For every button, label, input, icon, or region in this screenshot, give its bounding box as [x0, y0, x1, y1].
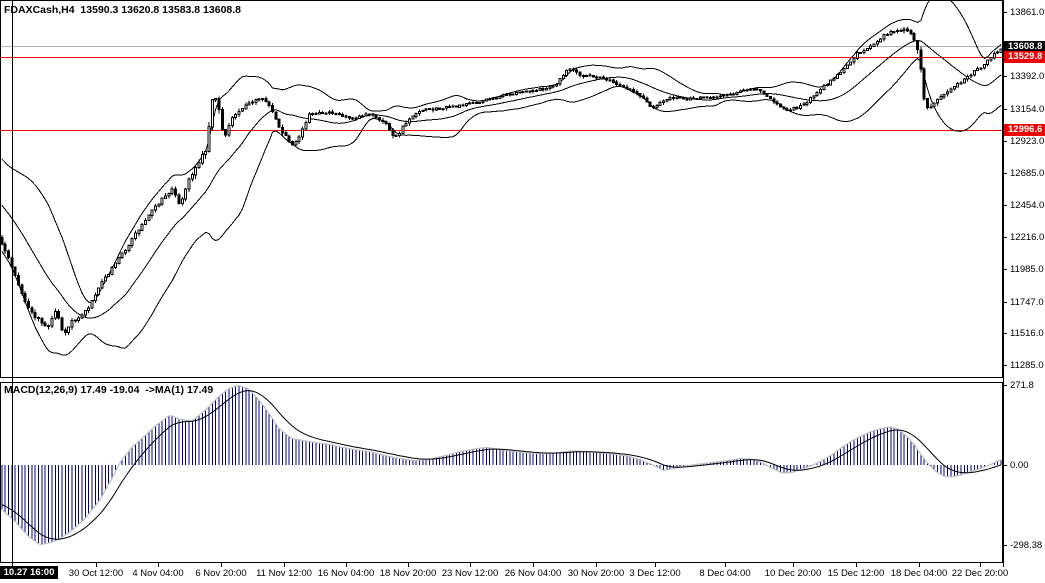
time-tick-label: 6 Nov 20:00 [195, 568, 247, 579]
bollinger-middle-band [1, 39, 1002, 319]
time-tick [96, 563, 97, 567]
time-tick-label: 11 Nov 12:00 [256, 568, 312, 579]
time-tick-label: 30 Nov 20:00 [567, 568, 625, 579]
price-tick-label: 12454.0 [1010, 200, 1045, 211]
selected-time-label: 10.27 16:00 [0, 566, 58, 579]
time-tick-label: 15 Dec 12:00 [827, 568, 885, 579]
macd-indicator-label: MACD(12,26,9) 17.49 -19.04 ->MA(1) 17.49 [4, 384, 214, 396]
main-pane-border [0, 0, 1003, 378]
bullish-candles [50, 28, 1003, 334]
time-tick [158, 563, 159, 567]
time-tick [470, 563, 471, 567]
price-tick [1003, 141, 1007, 142]
time-tick-label: 23 Nov 12:00 [441, 568, 499, 579]
price-tick-label: 11985.0 [1010, 264, 1044, 275]
price-tick-label: 13861.0 [1010, 7, 1045, 18]
time-tick [856, 563, 857, 567]
time-tick [596, 563, 597, 567]
macd-pane-border [0, 382, 1003, 563]
ohlc-header: FDAXCash,H4 13590.3 13620.8 13583.8 1360… [4, 4, 242, 16]
price-tick [1003, 76, 1007, 77]
macd-histogram [1, 385, 1002, 545]
macd-tick [1003, 465, 1007, 466]
price-tick-label: 11285.0 [1010, 360, 1044, 371]
price-tick [1003, 173, 1007, 174]
time-tick-label: 10 Dec 20:00 [764, 568, 822, 579]
time-tick [221, 563, 222, 567]
time-tick [284, 563, 285, 567]
price-scale[interactable]: 13861.0 13392.0 13154.0 12923.0 12685.0 12454… [1003, 0, 1045, 583]
time-tick-label: 4 Nov 04:00 [132, 568, 184, 579]
time-scale[interactable]: 10.27 16:00 30 Oct 12:00 4 Nov 04:00 6 Nov … [0, 563, 1008, 583]
bollinger-lower-band [1, 57, 1002, 356]
price-tick [1003, 237, 1007, 238]
macd-pane[interactable] [0, 382, 1003, 563]
macd-tick-label: -298.38 [1010, 540, 1043, 551]
time-tick-label: 26 Nov 04:00 [504, 568, 562, 579]
main-chart-pane[interactable] [0, 0, 1003, 378]
time-tick [725, 563, 726, 567]
time-tick [408, 563, 409, 567]
time-tick [793, 563, 794, 567]
time-tick-label: 18 Dec 04:00 [890, 568, 948, 579]
resistance-price-box: 13529.8 [1004, 51, 1045, 63]
price-tick [1003, 302, 1007, 303]
price-tick [1003, 205, 1007, 206]
price-tick-label: 12216.0 [1010, 232, 1045, 243]
time-tick [12, 563, 13, 567]
price-tick [1003, 333, 1007, 334]
time-tick [346, 563, 347, 567]
candle-wicks [1, 27, 1002, 336]
time-tick-label: 18 Nov 20:00 [379, 568, 437, 579]
bearish-candles [0, 28, 929, 333]
macd-tick-label: 0.00 [1010, 460, 1029, 471]
price-tick-label: 11516.0 [1010, 328, 1044, 339]
time-tick-label: 8 Dec 04:00 [699, 568, 751, 579]
vertical-line-marker[interactable] [12, 0, 13, 563]
macd-main-outline [1, 384, 1002, 546]
macd-tick [1003, 385, 1007, 386]
time-tick [533, 563, 534, 567]
support-price-box: 12996.6 [1004, 124, 1045, 136]
price-tick-label: 13154.0 [1010, 104, 1045, 115]
price-tick [1003, 12, 1007, 13]
time-tick-label: 16 Nov 04:00 [317, 568, 375, 579]
price-tick-label: 12685.0 [1010, 168, 1045, 179]
macd-tick [1003, 545, 1007, 546]
time-tick [655, 563, 656, 567]
time-tick-label: 3 Dec 12:00 [629, 568, 681, 579]
macd-signal-line [1, 390, 1002, 540]
price-tick [1003, 269, 1007, 270]
price-tick-label: 13392.0 [1010, 71, 1045, 82]
price-tick [1003, 365, 1007, 366]
macd-tick-label: 271.8 [1010, 380, 1034, 391]
time-tick [919, 563, 920, 567]
bid-price-box: 13608.8 [1004, 41, 1045, 53]
time-tick [980, 563, 981, 567]
time-tick-label: 22 Dec 20:00 [951, 568, 1009, 579]
price-scale-axis-line [1003, 0, 1004, 567]
price-tick [1003, 109, 1007, 110]
price-tick-label: 12923.0 [1010, 136, 1045, 147]
price-tick-label: 11747.0 [1010, 297, 1044, 308]
time-tick-label: 30 Oct 12:00 [68, 568, 124, 579]
